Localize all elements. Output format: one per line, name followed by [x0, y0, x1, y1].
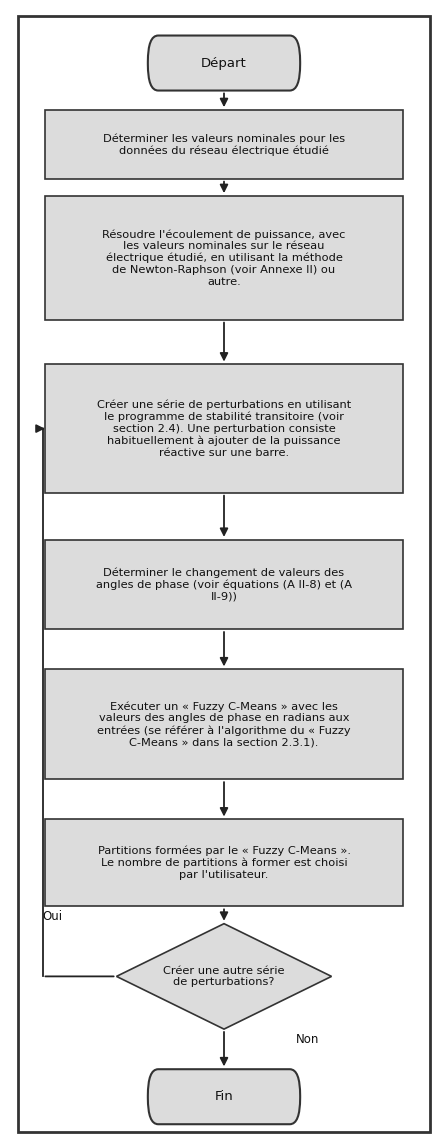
Text: Déterminer les valeurs nominales pour les
données du réseau électrique étudié: Déterminer les valeurs nominales pour le… [103, 133, 345, 156]
FancyBboxPatch shape [45, 364, 403, 493]
Text: Créer une autre série
de perturbations?: Créer une autre série de perturbations? [163, 966, 285, 987]
Polygon shape [116, 924, 332, 1029]
FancyBboxPatch shape [45, 196, 403, 320]
FancyBboxPatch shape [18, 16, 430, 1132]
Text: Fin: Fin [215, 1090, 233, 1104]
FancyBboxPatch shape [45, 669, 403, 779]
Text: Créer une série de perturbations en utilisant
le programme de stabilité transito: Créer une série de perturbations en util… [97, 400, 351, 457]
FancyBboxPatch shape [45, 819, 403, 906]
FancyBboxPatch shape [45, 110, 403, 179]
Text: Résoudre l'écoulement de puissance, avec
les valeurs nominales sur le réseau
éle: Résoudre l'écoulement de puissance, avec… [102, 229, 346, 286]
Text: Oui: Oui [43, 910, 63, 924]
FancyBboxPatch shape [148, 1069, 300, 1124]
FancyBboxPatch shape [148, 36, 300, 91]
Text: Exécuter un « Fuzzy C-Means » avec les
valeurs des angles de phase en radians au: Exécuter un « Fuzzy C-Means » avec les v… [97, 701, 351, 747]
Text: Déterminer le changement de valeurs des
angles de phase (voir équations (A II-8): Déterminer le changement de valeurs des … [96, 567, 352, 602]
Text: Départ: Départ [201, 56, 247, 70]
Text: Non: Non [296, 1033, 319, 1046]
FancyBboxPatch shape [45, 540, 403, 629]
Text: Partitions formées par le « Fuzzy C-Means ».
Le nombre de partitions à former es: Partitions formées par le « Fuzzy C-Mean… [98, 846, 350, 880]
